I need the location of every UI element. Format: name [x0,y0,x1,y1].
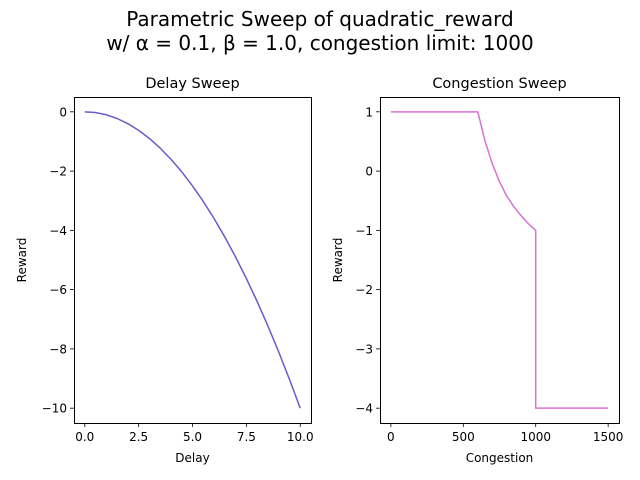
delay-sweep-x-tick-label: 0.0 [75,430,94,444]
delay-sweep-axes-frame [74,97,312,424]
delay-sweep-series-line [84,111,301,409]
delay-sweep-x-tick-label: 2.5 [129,430,148,444]
congestion-sweep-x-tick-label: 500 [452,430,475,444]
delay-sweep-y-tick-label: −4 [49,224,67,238]
delay-sweep-y-axis-label: Reward [15,238,29,283]
congestion-sweep-axes-frame [380,97,620,424]
congestion-sweep-y-tick-label: −4 [355,402,373,416]
delay-sweep-x-axis-label: Delay [175,451,209,465]
delay-sweep-y-tick-label: 0 [59,105,67,119]
congestion-sweep-x-axis-label: Congestion [466,451,534,465]
congestion-sweep-y-ticks: 1 0 −1 −2 −3 −4 [355,105,380,416]
congestion-sweep-x-tick-label: 1000 [520,430,551,444]
figure-title-line-1: Parametric Sweep of quadratic_reward [126,7,514,31]
delay-sweep-x-tick-label: 10.0 [287,430,314,444]
delay-sweep-panel: Delay Sweep 0.0 2.5 5.0 7.5 10.0 0 −2 −4 −6 −8 −1… [15,76,314,465]
congestion-sweep-y-tick-label: −3 [355,342,373,356]
congestion-sweep-series-line [390,111,609,409]
congestion-sweep-y-tick-label: −2 [355,283,373,297]
delay-sweep-y-tick-label: −6 [49,283,67,297]
congestion-sweep-y-tick-label: −1 [355,224,373,238]
congestion-sweep-x-tick-label: 1500 [593,430,624,444]
delay-sweep-x-tick-label: 5.0 [183,430,202,444]
delay-sweep-y-tick-label: −2 [49,165,67,179]
congestion-sweep-y-tick-label: 0 [365,165,373,179]
delay-sweep-x-ticks: 0.0 2.5 5.0 7.5 10.0 [75,423,314,444]
delay-sweep-y-tick-label: −8 [49,342,67,356]
congestion-sweep-y-tick-label: 1 [365,105,373,119]
delay-sweep-title: Delay Sweep [145,76,239,92]
congestion-sweep-plot-area [390,111,609,409]
delay-sweep-x-tick-label: 7.5 [237,430,256,444]
figure-title-line-2: w/ α = 0.1, β = 1.0, congestion limit: 1… [106,31,534,55]
congestion-sweep-x-ticks: 0 500 1000 1500 [387,423,623,444]
congestion-sweep-y-axis-label: Reward [331,238,345,283]
delay-sweep-y-ticks: 0 −2 −4 −6 −8 −10 [42,105,74,416]
congestion-sweep-panel: Congestion Sweep 0 500 1000 1500 1 0 −1 −2 −3 −4… [331,76,623,465]
congestion-sweep-title: Congestion Sweep [432,76,566,92]
congestion-sweep-x-tick-label: 0 [387,430,395,444]
delay-sweep-plot-area [84,111,301,409]
delay-sweep-y-tick-label: −10 [42,402,67,416]
